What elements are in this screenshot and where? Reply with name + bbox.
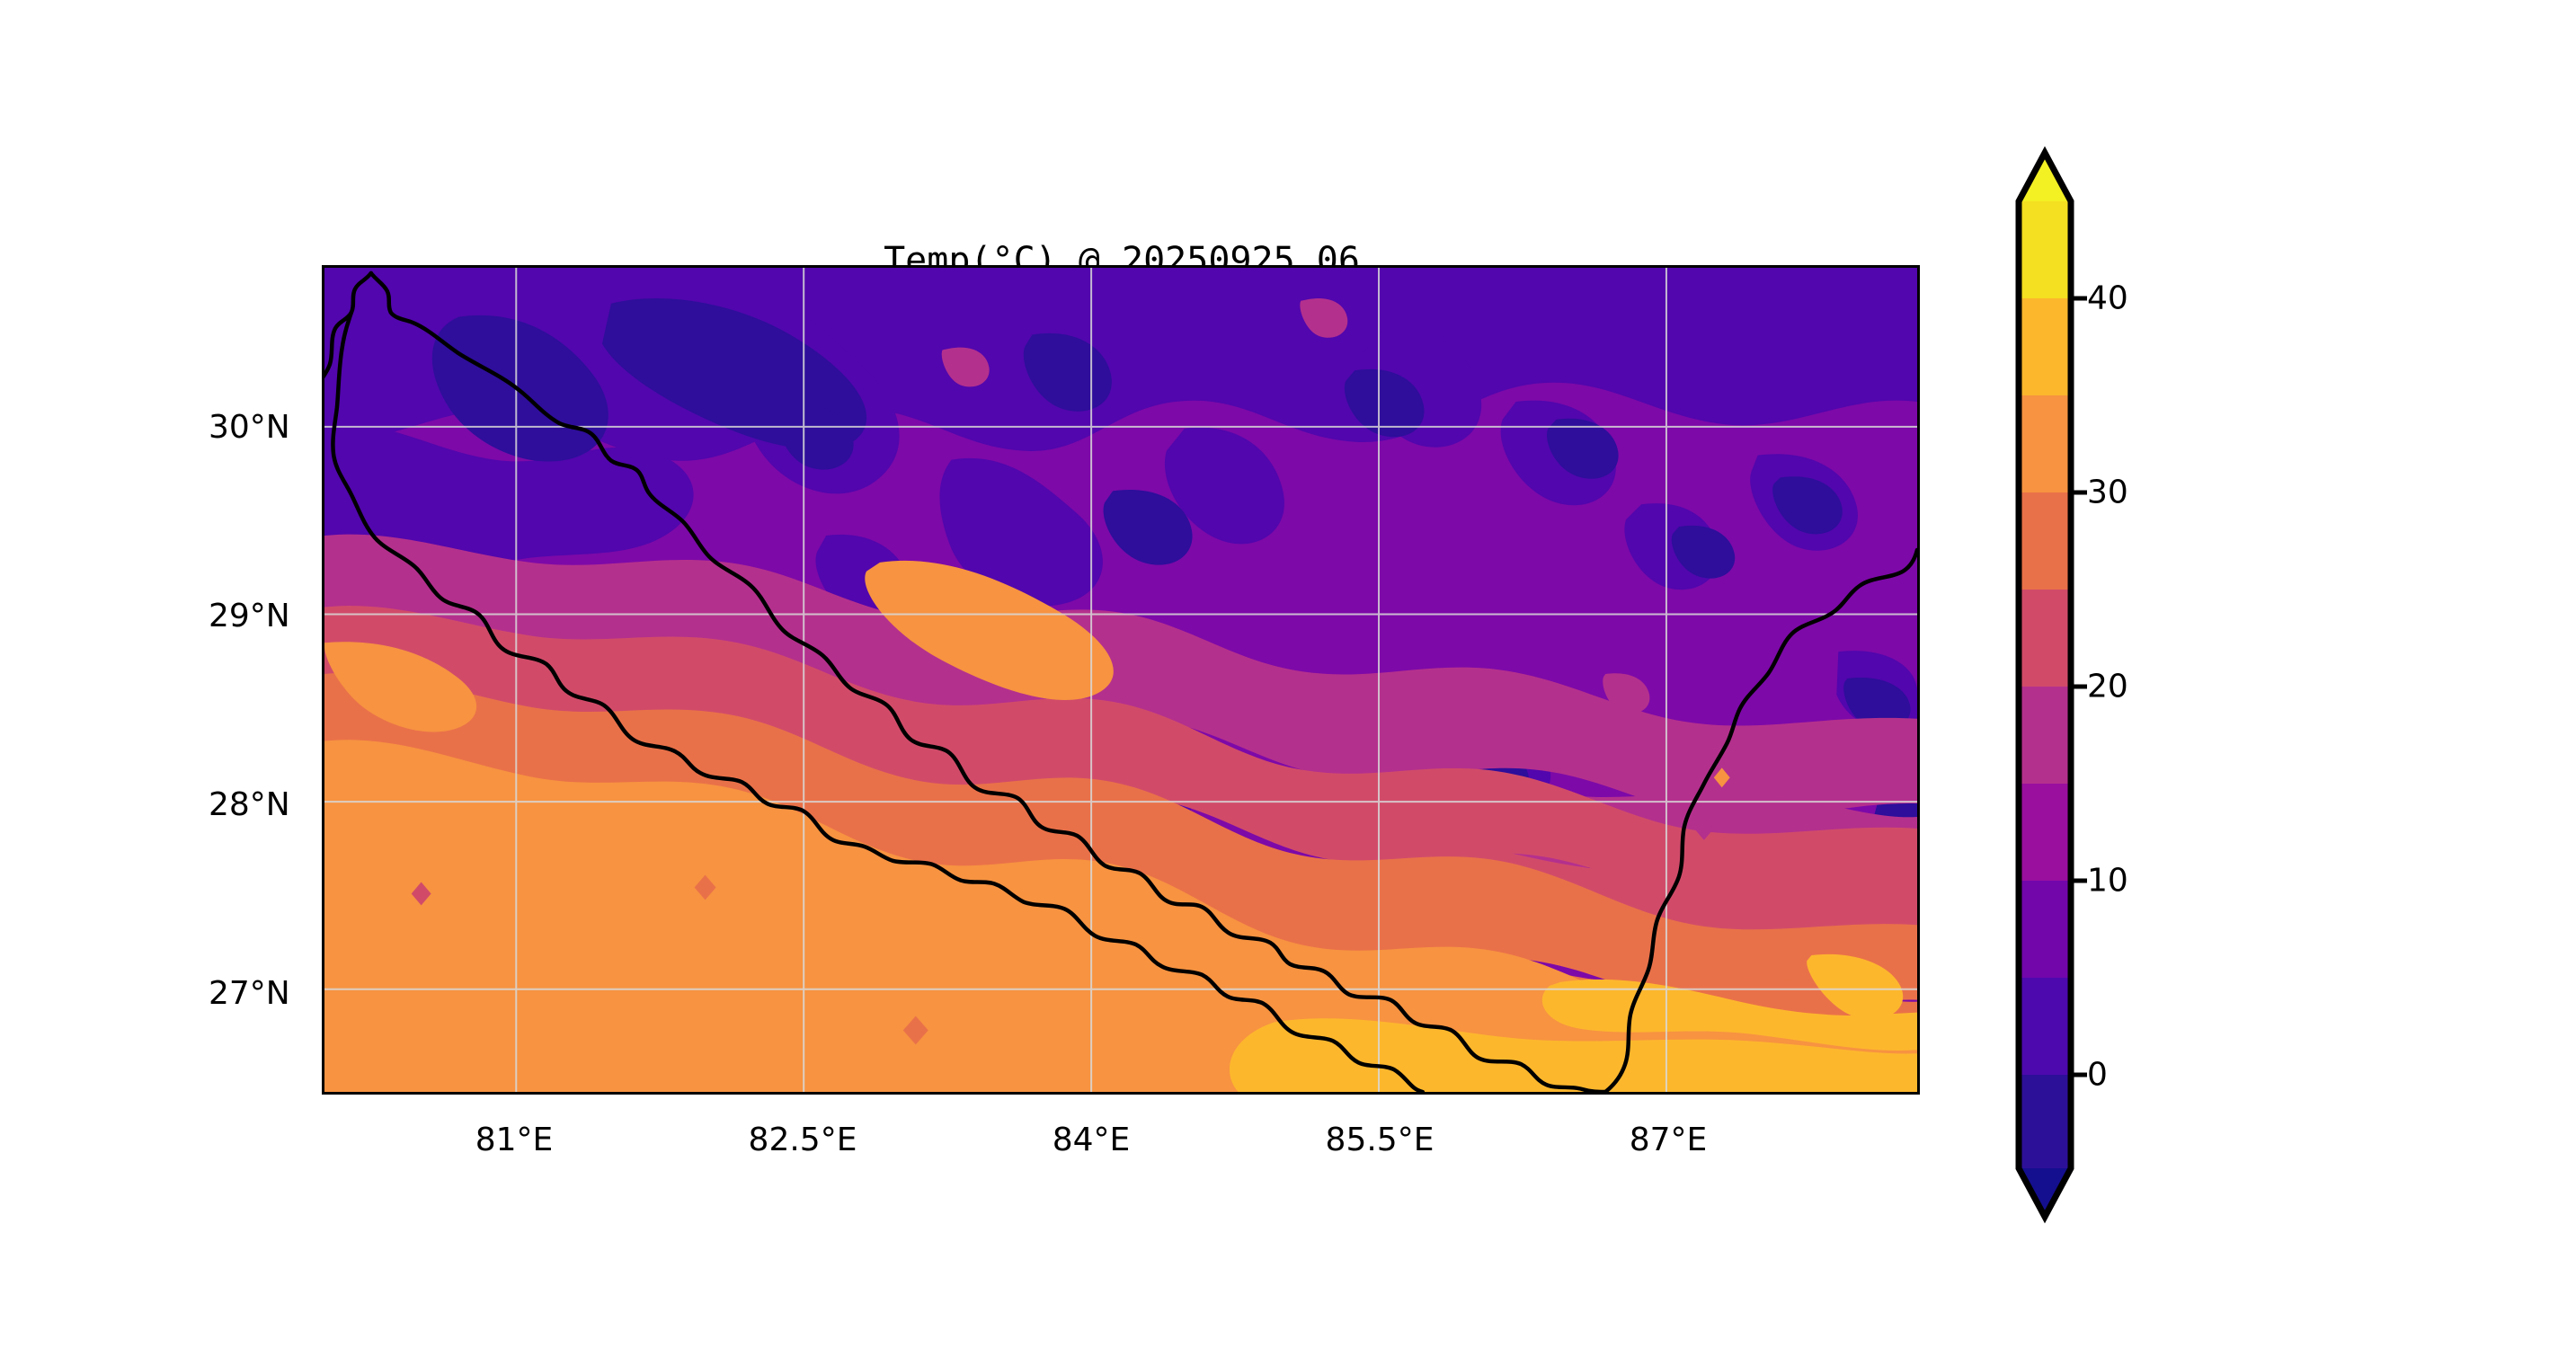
colorbar-tick-label-0: 0 xyxy=(2087,1056,2108,1094)
colorbar-band-10-15 xyxy=(2019,784,2071,881)
ytick-label-28N: 28°N xyxy=(209,786,290,823)
colorbar-tick-label-30: 30 xyxy=(2087,474,2128,511)
colorbar-band-30-35 xyxy=(2019,395,2071,492)
map-plot-area xyxy=(324,268,1917,1092)
colorbar-tick-label-40: 40 xyxy=(2087,279,2128,317)
colorbar-gradient xyxy=(2015,146,2087,1224)
colorbar-band-15-20 xyxy=(2019,687,2071,784)
colorbar[interactable]: 40 30 20 10 0 xyxy=(2015,146,2128,1224)
colorbar-extend-min xyxy=(2019,1168,2071,1217)
colorbar-band-35-40 xyxy=(2019,298,2071,395)
temperature-contour-fill xyxy=(324,268,1917,1092)
colorbar-band-minus5-0 xyxy=(2019,1075,2071,1168)
colorbar-outline xyxy=(2015,146,2074,1224)
ytick-label-30N: 30°N xyxy=(209,409,290,446)
ytick-label-29N: 29°N xyxy=(209,598,290,634)
colorbar-band-20-25 xyxy=(2019,590,2071,687)
colorbar-tick-label-20: 20 xyxy=(2087,668,2128,705)
xtick-label-855E: 85.5°E xyxy=(1325,1122,1435,1158)
nepal-border-outline xyxy=(324,270,1917,1092)
map-axes[interactable] xyxy=(322,265,1920,1095)
colorbar-band-0-5 xyxy=(2019,978,2071,1075)
colorbar-tick-label-10: 10 xyxy=(2087,862,2128,900)
map-gridlines xyxy=(324,268,1917,1092)
colorbar-band-25-30 xyxy=(2019,492,2071,590)
colorbar-band-40-45 xyxy=(2019,201,2071,298)
xtick-label-84E: 84°E xyxy=(1052,1122,1131,1158)
xtick-label-87E: 87°E xyxy=(1629,1122,1708,1158)
colorbar-band-5-10 xyxy=(2019,881,2071,978)
colorbar-extend-max xyxy=(2019,153,2071,201)
xtick-label-825E: 82.5°E xyxy=(748,1122,857,1158)
ytick-label-27N: 27°N xyxy=(209,975,290,1012)
xtick-label-81E: 81°E xyxy=(475,1122,554,1158)
